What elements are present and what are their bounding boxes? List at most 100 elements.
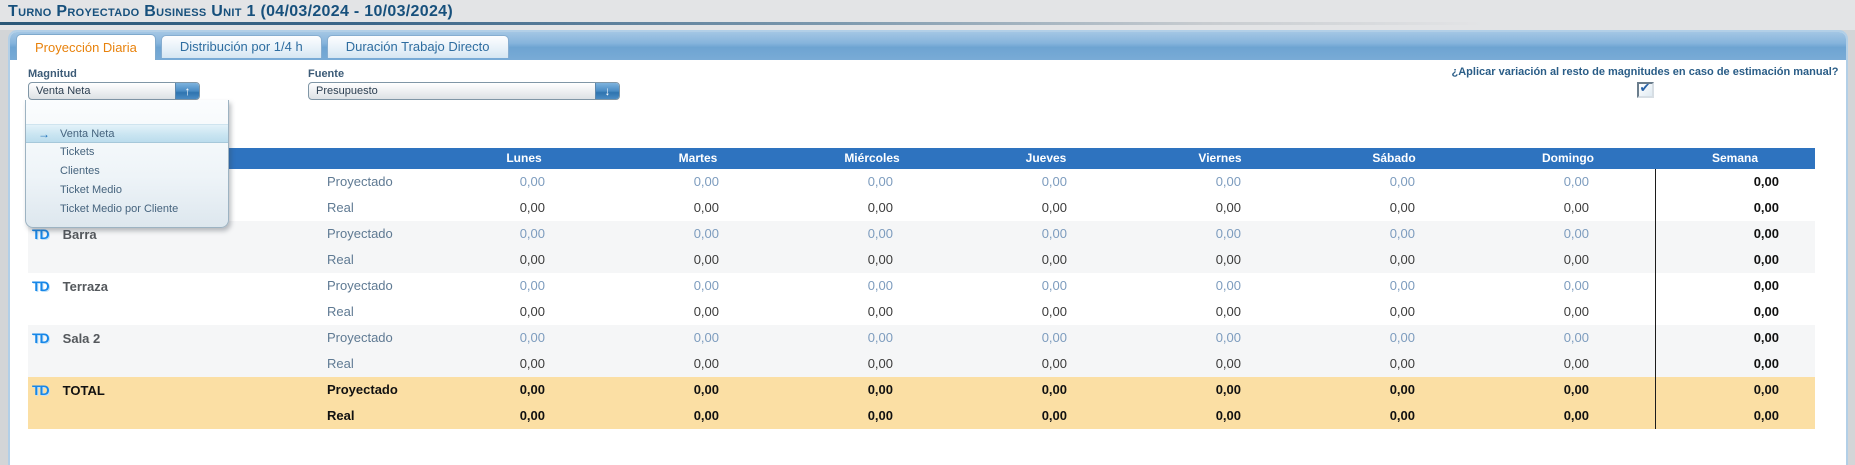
day-value-cell[interactable]: 0,00 [1041,174,1067,189]
day-value-cell[interactable]: 0,00 [1389,174,1415,189]
tab-proyecci-n-diaria[interactable]: Proyección Diaria [16,34,156,60]
day-value-cell[interactable]: 0,00 [1389,278,1415,293]
day-value-cell: 0,00 [867,356,893,371]
day-value-cell[interactable]: 0,00 [867,226,893,241]
dropdown-option[interactable]: Tickets [60,146,95,158]
day-value-cell[interactable]: 0,00 [1041,330,1067,345]
day-value-cell: 0,00 [519,252,545,267]
day-value-cell[interactable]: 0,00 [867,330,893,345]
section-name-cell [28,299,325,325]
row-type-label: Proyectado [327,226,393,241]
magnitud-select[interactable]: Venta Neta ↑ [28,82,200,100]
row-type-label: Proyectado [327,330,393,345]
td-logo-icon: TD [32,330,50,346]
week-separator-line [1655,169,1656,429]
row-type-label: Proyectado [327,278,393,293]
day-value-cell[interactable]: 0,00 [519,226,545,241]
week-total-cell: 0,00 [1753,278,1779,293]
projection-table: Lunes Martes Miércoles Jueves Viernes Sábado D… [28,148,1815,429]
fuente-select[interactable]: Presupuesto ↓ [308,82,620,100]
page-title: Turno Proyectado Business Unit 1 (04/03/… [8,3,453,20]
week-total-cell: 0,00 [1753,174,1779,189]
day-value-cell: 0,00 [1389,252,1415,267]
column-header-martes: Martes [678,151,718,165]
day-value-cell: 0,00 [1563,304,1589,319]
dropdown-option[interactable]: Ticket Medio [60,184,122,196]
tab-duraci-n-trabajo-directo[interactable]: Duración Trabajo Directo [326,35,509,58]
day-value-cell: 0,00 [1041,356,1067,371]
day-value-cell[interactable]: 0,00 [1563,226,1589,241]
day-value-cell: 0,00 [1563,252,1589,267]
table-row: TD Barra Proyectado 0,00 0,00 0,00 0,00 0,00 0,0… [28,221,1815,247]
up-arrow-icon[interactable]: ↑ [175,83,199,99]
day-value-cell[interactable]: 0,00 [867,174,893,189]
day-value-cell[interactable]: 0,00 [693,278,719,293]
day-value-cell: 0,00 [693,382,719,397]
selected-option-arrow-icon: → [38,127,50,141]
magnitud-value: Venta Neta [36,85,91,97]
week-total-cell: 0,00 [1753,408,1779,423]
day-value-cell[interactable]: 0,00 [1041,226,1067,241]
day-value-cell[interactable]: 0,00 [1041,278,1067,293]
checkmark-icon: ✔ [1639,81,1651,96]
section-name-cell: TD Barra [28,221,325,248]
day-value-cell[interactable]: 0,00 [1215,174,1241,189]
day-value-cell[interactable]: 0,00 [1563,278,1589,293]
day-value-cell: 0,00 [1563,382,1589,397]
td-logo-icon: TD [32,382,50,398]
day-value-cell[interactable]: 0,00 [519,330,545,345]
section-name-cell: TD Terraza [28,273,325,300]
day-value-cell[interactable]: 0,00 [693,330,719,345]
day-value-cell: 0,00 [519,200,545,215]
section-name-cell: TD Sala 2 [28,325,325,352]
td-logo-icon: TD [32,278,50,294]
day-value-cell[interactable]: 0,00 [1389,330,1415,345]
day-value-cell: 0,00 [693,304,719,319]
fuente-label: Fuente [308,68,345,80]
week-total-cell: 0,00 [1753,356,1779,371]
day-value-cell: 0,00 [1215,356,1241,371]
day-value-cell[interactable]: 0,00 [1215,330,1241,345]
day-value-cell: 0,00 [1563,200,1589,215]
day-value-cell[interactable]: 0,00 [1563,174,1589,189]
week-total-cell: 0,00 [1753,304,1779,319]
day-value-cell: 0,00 [1041,200,1067,215]
day-value-cell: 0,00 [1389,356,1415,371]
day-value-cell: 0,00 [867,382,893,397]
table-row: TD TOTAL Proyectado 0,00 0,00 0,00 0,00 0,00 0,0… [28,377,1815,403]
day-value-cell[interactable]: 0,00 [519,278,545,293]
day-value-cell: 0,00 [1041,382,1067,397]
row-type-label: Proyectado [327,382,398,397]
day-value-cell: 0,00 [519,408,545,423]
day-value-cell: 0,00 [867,408,893,423]
day-value-cell[interactable]: 0,00 [1563,330,1589,345]
day-value-cell[interactable]: 0,00 [693,174,719,189]
week-total-cell: 0,00 [1753,226,1779,241]
day-value-cell[interactable]: 0,00 [1215,226,1241,241]
dropdown-option[interactable]: Clientes [60,165,100,177]
down-arrow-icon[interactable]: ↓ [595,83,619,99]
day-value-cell[interactable]: 0,00 [1389,226,1415,241]
variation-question-text: ¿Aplicar variación al resto de magnitude… [1451,66,1839,78]
day-value-cell[interactable]: 0,00 [1215,278,1241,293]
row-type-label: Real [327,304,354,319]
dropdown-option[interactable]: Ticket Medio por Cliente [60,203,179,215]
table-row: TD Sala 2 Proyectado 0,00 0,00 0,00 0,00 0,00 0,… [28,325,1815,351]
section-name-cell [28,247,325,273]
title-underline [0,22,1855,25]
dropdown-option[interactable]: → Venta Neta [26,124,228,143]
variation-checkbox[interactable]: ✔ [1636,81,1654,98]
tab-distribuci-n-por-1-4-h[interactable]: Distribución por 1/4 h [160,35,322,58]
day-value-cell: 0,00 [1041,304,1067,319]
column-header-domingo: Domingo [1542,151,1594,165]
row-type-label: Real [327,408,355,423]
day-value-cell: 0,00 [1215,252,1241,267]
day-value-cell[interactable]: 0,00 [867,278,893,293]
table-row: Proyectado 0,00 0,00 0,00 0,00 0,00 0,00 0,00 0,… [28,169,1815,195]
day-value-cell[interactable]: 0,00 [519,174,545,189]
table-row: Real 0,00 0,00 0,00 0,00 0,00 0,00 0,00 0,00 [28,299,1815,325]
td-logo-icon: TD [32,226,50,242]
day-value-cell[interactable]: 0,00 [693,226,719,241]
day-value-cell: 0,00 [1215,408,1241,423]
